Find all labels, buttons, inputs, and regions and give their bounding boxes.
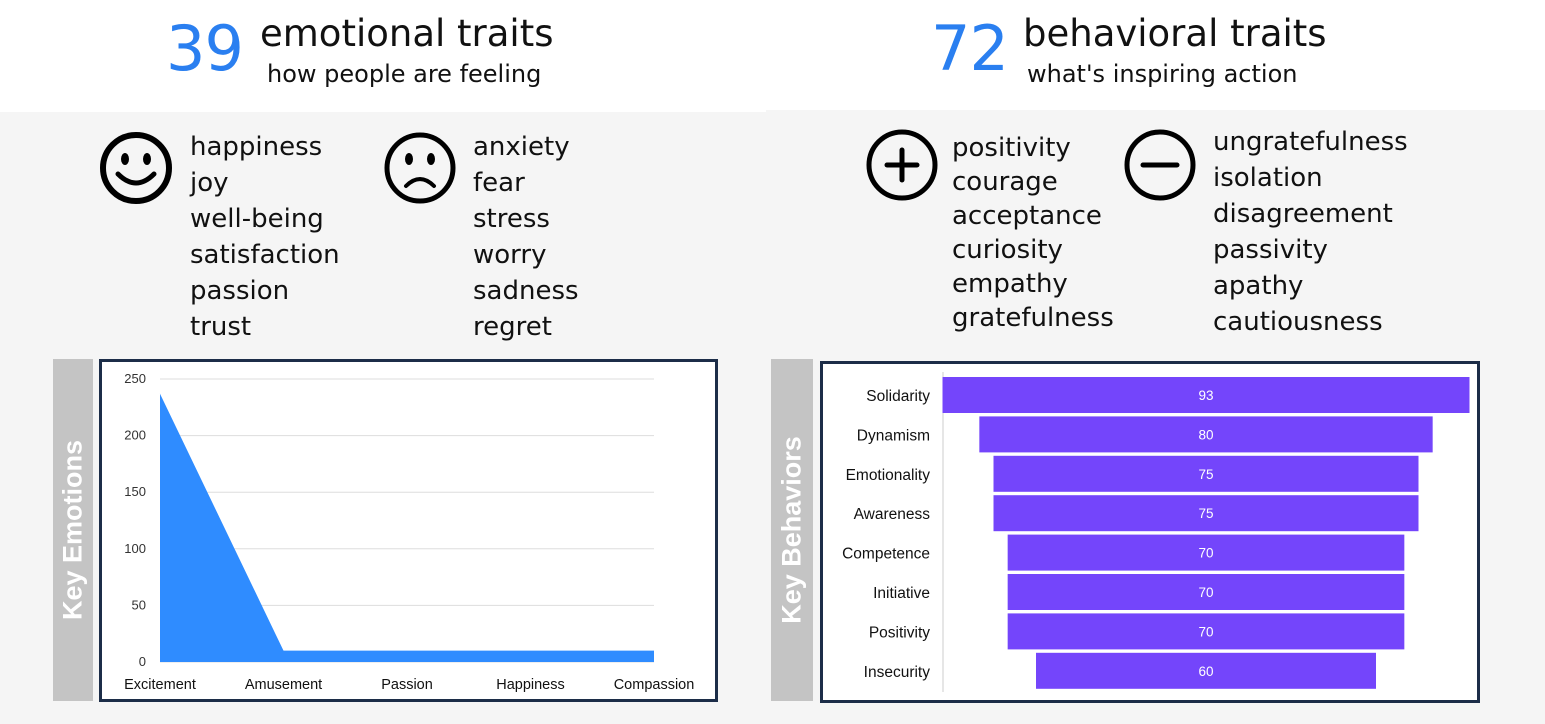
behavioral-count: 72 [931, 12, 1009, 85]
emotions-area-chart: 0 50 100 150 200 250 Excitement Amusement Passio… [124, 371, 695, 693]
bar-value-label: 60 [1198, 664, 1213, 679]
key-behaviors-label: Key Behaviors [776, 436, 807, 624]
bar-value-label: 80 [1198, 427, 1213, 442]
x-tick-label: Passion [381, 677, 433, 693]
category-label: Initiative [873, 585, 930, 602]
category-label: Insecurity [864, 664, 931, 681]
y-tick-label: 150 [124, 484, 146, 499]
list-item: fear [473, 168, 525, 198]
y-tick-label: 100 [124, 541, 146, 556]
category-label: Competence [842, 546, 930, 563]
list-item: ungratefulness [1213, 127, 1408, 157]
list-item: joy [190, 168, 229, 198]
area-series [160, 393, 654, 662]
x-tick-label: Compassion [614, 677, 695, 693]
funnel-bar [993, 455, 1419, 492]
y-tick-label: 0 [139, 654, 146, 669]
negative-emotions-list: anxiety fear stress worry sadness regret [473, 129, 579, 345]
list-item: passivity [1213, 235, 1328, 265]
negative-behaviors-list: ungratefulness isolation disagreement pa… [1213, 124, 1408, 340]
key-emotions-label: Key Emotions [57, 439, 88, 621]
y-tick-label: 200 [124, 428, 146, 443]
list-item: satisfaction [190, 240, 340, 270]
funnel-bar [1007, 574, 1405, 610]
bar-value-label: 70 [1198, 624, 1213, 639]
x-tick-label: Happiness [496, 677, 565, 693]
category-label: Emotionality [846, 467, 931, 484]
key-behaviors-tab: Key Behaviors [771, 359, 813, 701]
category-label: Awareness [854, 506, 931, 523]
plus-circle-icon [866, 129, 938, 201]
list-item: gratefulness [952, 303, 1114, 333]
bar-value-label: 70 [1198, 546, 1213, 561]
funnel-bar [1007, 613, 1405, 650]
list-item: sadness [473, 276, 579, 306]
category-label: Positivity [869, 624, 930, 641]
behaviors-funnel-chart: 93 Solidarity 80 Dynamism 75 Emotionality 75 Aw… [842, 372, 1470, 692]
y-tick-label: 50 [132, 597, 146, 612]
bar-value-label: 75 [1198, 467, 1213, 482]
list-item: isolation [1213, 163, 1323, 193]
list-item: passion [190, 276, 290, 306]
list-item: cautiousness [1213, 307, 1383, 337]
list-item: curiosity [952, 235, 1063, 265]
positive-emotions-list: happiness joy well-being satisfaction pa… [190, 129, 340, 345]
list-item: empathy [952, 269, 1068, 299]
funnel-bar [1007, 534, 1405, 571]
behavioral-subtitle: what's inspiring action [1027, 60, 1298, 88]
bar-value-label: 70 [1198, 585, 1213, 600]
list-item: regret [473, 312, 552, 342]
list-item: happiness [190, 132, 323, 162]
list-item: well-being [190, 204, 324, 234]
category-label: Solidarity [866, 388, 930, 405]
list-item: positivity [952, 133, 1071, 163]
funnel-bar [979, 416, 1433, 453]
emotional-count: 39 [166, 12, 244, 85]
list-item: anxiety [473, 132, 570, 162]
x-tick-label: Excitement [124, 677, 196, 693]
sad-face-icon [384, 132, 456, 204]
list-item: courage [952, 167, 1058, 197]
list-item: trust [190, 312, 252, 342]
positive-behaviors-list: positivity courage acceptance curiosity … [952, 131, 1114, 335]
funnel-bar [1036, 652, 1376, 689]
emotional-title: emotional traits [260, 12, 554, 55]
behavioral-title: behavioral traits [1023, 12, 1327, 55]
list-item: stress [473, 204, 550, 234]
behaviors-chart-frame: 93 Solidarity 80 Dynamism 75 Emotionality 75 Aw… [820, 361, 1480, 703]
smiley-face-icon [100, 132, 172, 204]
x-tick-label: Amusement [245, 677, 322, 693]
list-item: acceptance [952, 201, 1102, 231]
list-item: worry [473, 240, 547, 270]
emotional-subtitle: how people are feeling [267, 60, 542, 88]
category-label: Dynamism [857, 427, 930, 444]
bar-value-label: 93 [1198, 388, 1213, 403]
bar-value-label: 75 [1198, 506, 1213, 521]
key-emotions-tab: Key Emotions [53, 359, 93, 701]
list-item: disagreement [1213, 199, 1393, 229]
y-tick-label: 250 [124, 371, 146, 386]
list-item: apathy [1213, 271, 1304, 301]
emotions-chart-frame: 0 50 100 150 200 250 Excitement Amusement Passio… [99, 359, 718, 702]
funnel-bar [942, 377, 1470, 413]
funnel-bar [993, 495, 1419, 532]
minus-circle-icon [1124, 129, 1196, 201]
